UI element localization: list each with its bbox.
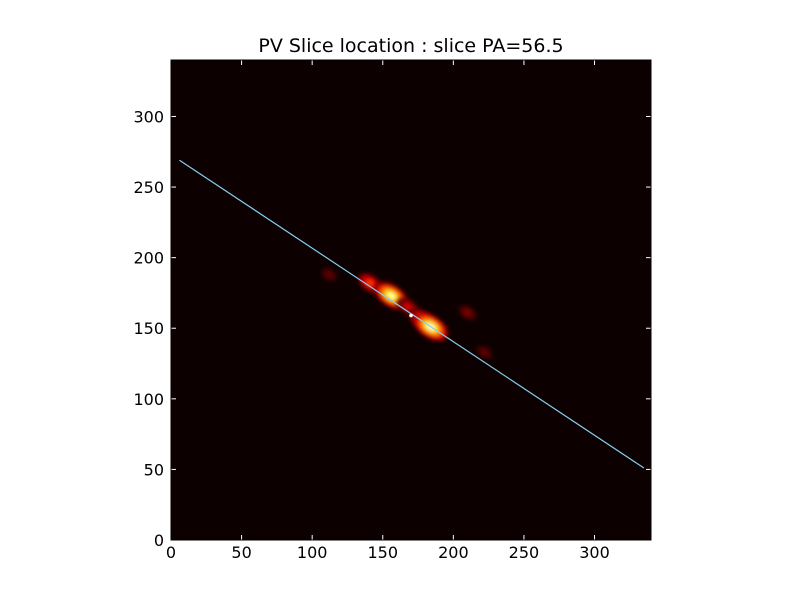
y-tick-label: 200 — [133, 249, 164, 268]
emission-map — [319, 266, 494, 361]
y-tick-label: 250 — [133, 178, 164, 197]
y-tick-label: 50 — [144, 460, 164, 479]
emission-blob — [475, 344, 494, 361]
x-tick-label: 100 — [297, 543, 328, 562]
y-tick-label: 100 — [133, 390, 164, 409]
center-marker — [409, 313, 413, 318]
y-tick-label: 0 — [154, 531, 164, 550]
plot-frame — [170, 59, 652, 541]
x-tick-label: 300 — [579, 543, 610, 562]
axis-tick-labels: 0 50 100 150 200 250 300 0 50 100 150 200 250 300 — [133, 107, 609, 562]
x-tick-label: 50 — [231, 543, 251, 562]
x-tick-label: 0 — [166, 543, 176, 562]
x-tick-label: 150 — [367, 543, 398, 562]
chart-title: PV Slice location : slice PA=56.5 — [258, 35, 563, 57]
x-tick-label: 250 — [509, 543, 540, 562]
x-tick-label: 200 — [438, 543, 469, 562]
y-tick-label: 300 — [133, 107, 164, 126]
y-tick-label: 150 — [133, 319, 164, 338]
emission-blob — [457, 304, 478, 321]
emission-blob — [319, 266, 339, 283]
slice-layer — [179, 159, 645, 469]
